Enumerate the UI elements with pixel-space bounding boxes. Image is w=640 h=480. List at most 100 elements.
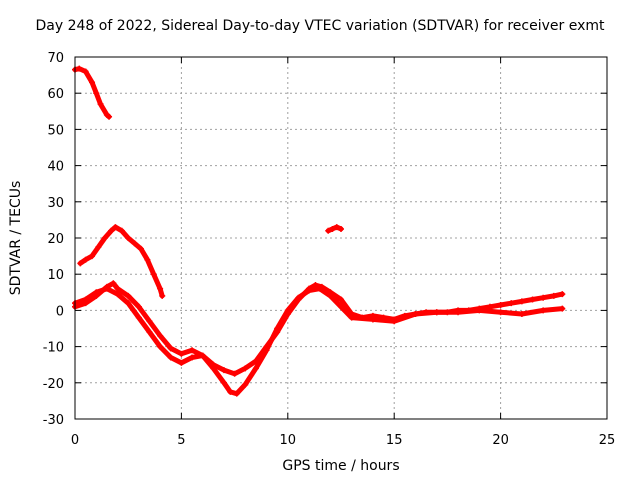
chart-title: Day 248 of 2022, Sidereal Day-to-day VTE… — [35, 18, 605, 34]
axis-ticks: 0 5 10 15 20 25 -30 -20 -10 0 10 20 30 40 50 60 70 — [43, 51, 616, 448]
x-tick-label: 25 — [599, 433, 616, 448]
data-point — [114, 291, 121, 298]
data-point — [263, 347, 270, 354]
series-trace — [325, 224, 344, 234]
data-point — [93, 289, 100, 296]
data-point — [189, 354, 196, 361]
y-tick-label: -20 — [43, 377, 64, 392]
data-point — [82, 256, 89, 263]
data-point — [97, 101, 104, 108]
data-point — [284, 307, 291, 314]
data-point — [306, 287, 313, 294]
data-point — [112, 224, 119, 231]
data-point — [178, 350, 185, 357]
data-point — [338, 296, 344, 303]
data-point — [167, 345, 174, 352]
data-point — [131, 240, 138, 247]
data-point — [137, 245, 144, 252]
data-point — [178, 359, 185, 366]
data-point — [242, 365, 249, 372]
y-tick-label: 0 — [56, 304, 64, 319]
series-segment-morning-arc — [77, 224, 166, 299]
y-tick-label: 10 — [47, 268, 64, 283]
data-point — [157, 332, 164, 339]
data-point — [118, 227, 125, 234]
data-point — [497, 301, 504, 308]
data-point — [559, 305, 566, 312]
data-point — [150, 271, 157, 278]
y-tick-label: -10 — [43, 341, 64, 356]
series-segment-main-b — [72, 285, 566, 397]
data-point — [476, 307, 483, 314]
data-point — [518, 311, 525, 318]
data-point — [93, 90, 100, 97]
data-point — [103, 285, 110, 292]
data-point — [135, 314, 142, 321]
data-point — [559, 291, 566, 298]
data-point — [242, 381, 249, 388]
series-trace — [72, 286, 565, 397]
data-point — [146, 329, 153, 336]
data-point — [433, 309, 440, 316]
data-point — [110, 280, 117, 287]
data-point — [82, 296, 89, 303]
x-tick-label: 10 — [280, 433, 297, 448]
data-point — [486, 303, 493, 310]
series-trace — [72, 66, 112, 120]
data-point — [412, 311, 419, 318]
data-point — [210, 365, 217, 372]
x-tick-label: 15 — [386, 433, 403, 448]
data-point — [220, 379, 227, 386]
data-point — [144, 256, 151, 263]
data-point — [125, 292, 132, 299]
y-tick-label: 40 — [47, 160, 64, 175]
data-point — [529, 296, 536, 303]
grid-lines — [75, 57, 607, 419]
data-point — [316, 285, 323, 292]
data-point — [329, 225, 336, 232]
data-point — [295, 294, 302, 301]
data-point — [95, 244, 102, 251]
data-point — [327, 292, 334, 299]
y-tick-label: 20 — [47, 232, 64, 247]
data-point — [338, 225, 344, 232]
data-point — [89, 79, 96, 86]
x-tick-label: 0 — [71, 433, 79, 448]
data-point — [77, 260, 84, 267]
data-point — [540, 307, 547, 314]
data-point — [391, 318, 398, 325]
data-point — [146, 318, 153, 325]
data-point — [231, 370, 238, 377]
data-point — [125, 300, 132, 307]
data-point — [338, 303, 344, 310]
data-point — [333, 224, 340, 231]
series-segment-early-high — [72, 65, 113, 120]
data-point — [233, 390, 240, 397]
y-tick-label: 70 — [47, 51, 64, 66]
y-axis-label: SDTVAR / TECUs — [8, 181, 24, 296]
data-point — [82, 68, 89, 75]
data-point — [108, 227, 115, 234]
data-point — [101, 235, 108, 241]
x-axis-label: GPS time / hours — [282, 458, 399, 474]
x-tick-label: 20 — [492, 433, 509, 448]
data-point — [167, 354, 174, 361]
data-point — [220, 367, 227, 374]
data-point — [227, 388, 234, 395]
data-point — [106, 113, 113, 120]
data-point — [540, 294, 547, 301]
y-tick-label: -30 — [43, 413, 64, 428]
y-tick-label: 30 — [47, 196, 64, 211]
data-point — [125, 235, 132, 241]
data-point — [157, 285, 164, 292]
data-point — [157, 343, 164, 350]
data-point — [159, 292, 166, 299]
data-point — [508, 300, 515, 307]
data-point — [189, 347, 196, 354]
y-tick-label: 60 — [47, 87, 64, 102]
series-trace — [77, 224, 165, 299]
data-point — [252, 365, 259, 372]
data-point — [455, 309, 462, 316]
data-point — [76, 65, 83, 72]
data-point — [497, 309, 504, 316]
